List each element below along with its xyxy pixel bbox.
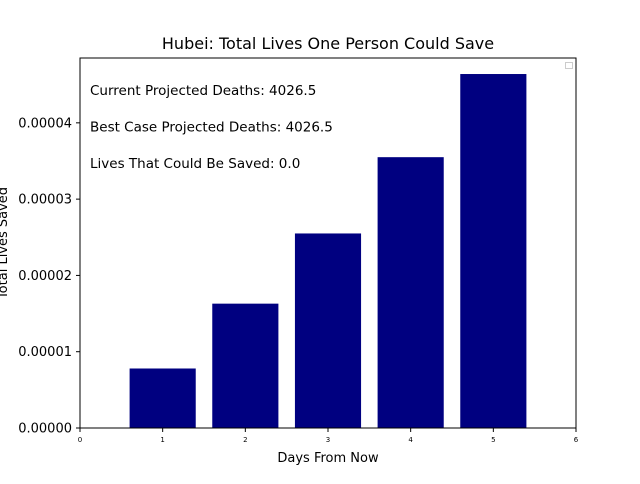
bar-day-3: [294, 233, 362, 428]
x-tick-label: 3: [326, 436, 330, 444]
annotations-group: Current Projected Deaths: 4026.5 Best Cas…: [90, 83, 333, 172]
y-axis-label: Total Lives Saved: [0, 187, 11, 300]
bars-group: [129, 74, 527, 428]
y-ticks-group: 0.00000 0.00001 0.00002 0.00003 0.00004: [18, 116, 80, 437]
y-tick-label: 0.00000: [18, 422, 72, 437]
bar-day-1: [129, 368, 196, 428]
chart-title: Hubei: Total Lives One Person Could Save: [162, 34, 494, 53]
bar-day-4: [377, 157, 444, 428]
annotation-line-2: Best Case Projected Deaths: 4026.5: [90, 120, 333, 136]
annotation-line-1: Current Projected Deaths: 4026.5: [90, 83, 316, 99]
annotation-line-3: Lives That Could Be Saved: 0.0: [90, 156, 300, 172]
x-tick-label: 1: [160, 436, 164, 444]
x-tick-label: 6: [574, 436, 579, 444]
x-tick-label: 5: [491, 436, 495, 444]
y-tick-label: 0.00003: [18, 193, 72, 208]
x-tick-label: 0: [78, 436, 82, 444]
legend-box: [565, 62, 573, 69]
y-tick-label: 0.00004: [18, 116, 72, 131]
bar-day-2: [212, 303, 279, 428]
x-ticks-group: 0 1 2 3 4 5 6: [78, 428, 579, 444]
x-tick-label: 4: [408, 436, 413, 444]
x-axis-label: Days From Now: [277, 451, 379, 466]
bar-day-5: [460, 74, 527, 428]
y-tick-label: 0.00001: [18, 345, 72, 360]
x-tick-label: 2: [243, 436, 247, 444]
y-tick-label: 0.00002: [18, 269, 72, 284]
plot-frame: [79, 57, 577, 429]
